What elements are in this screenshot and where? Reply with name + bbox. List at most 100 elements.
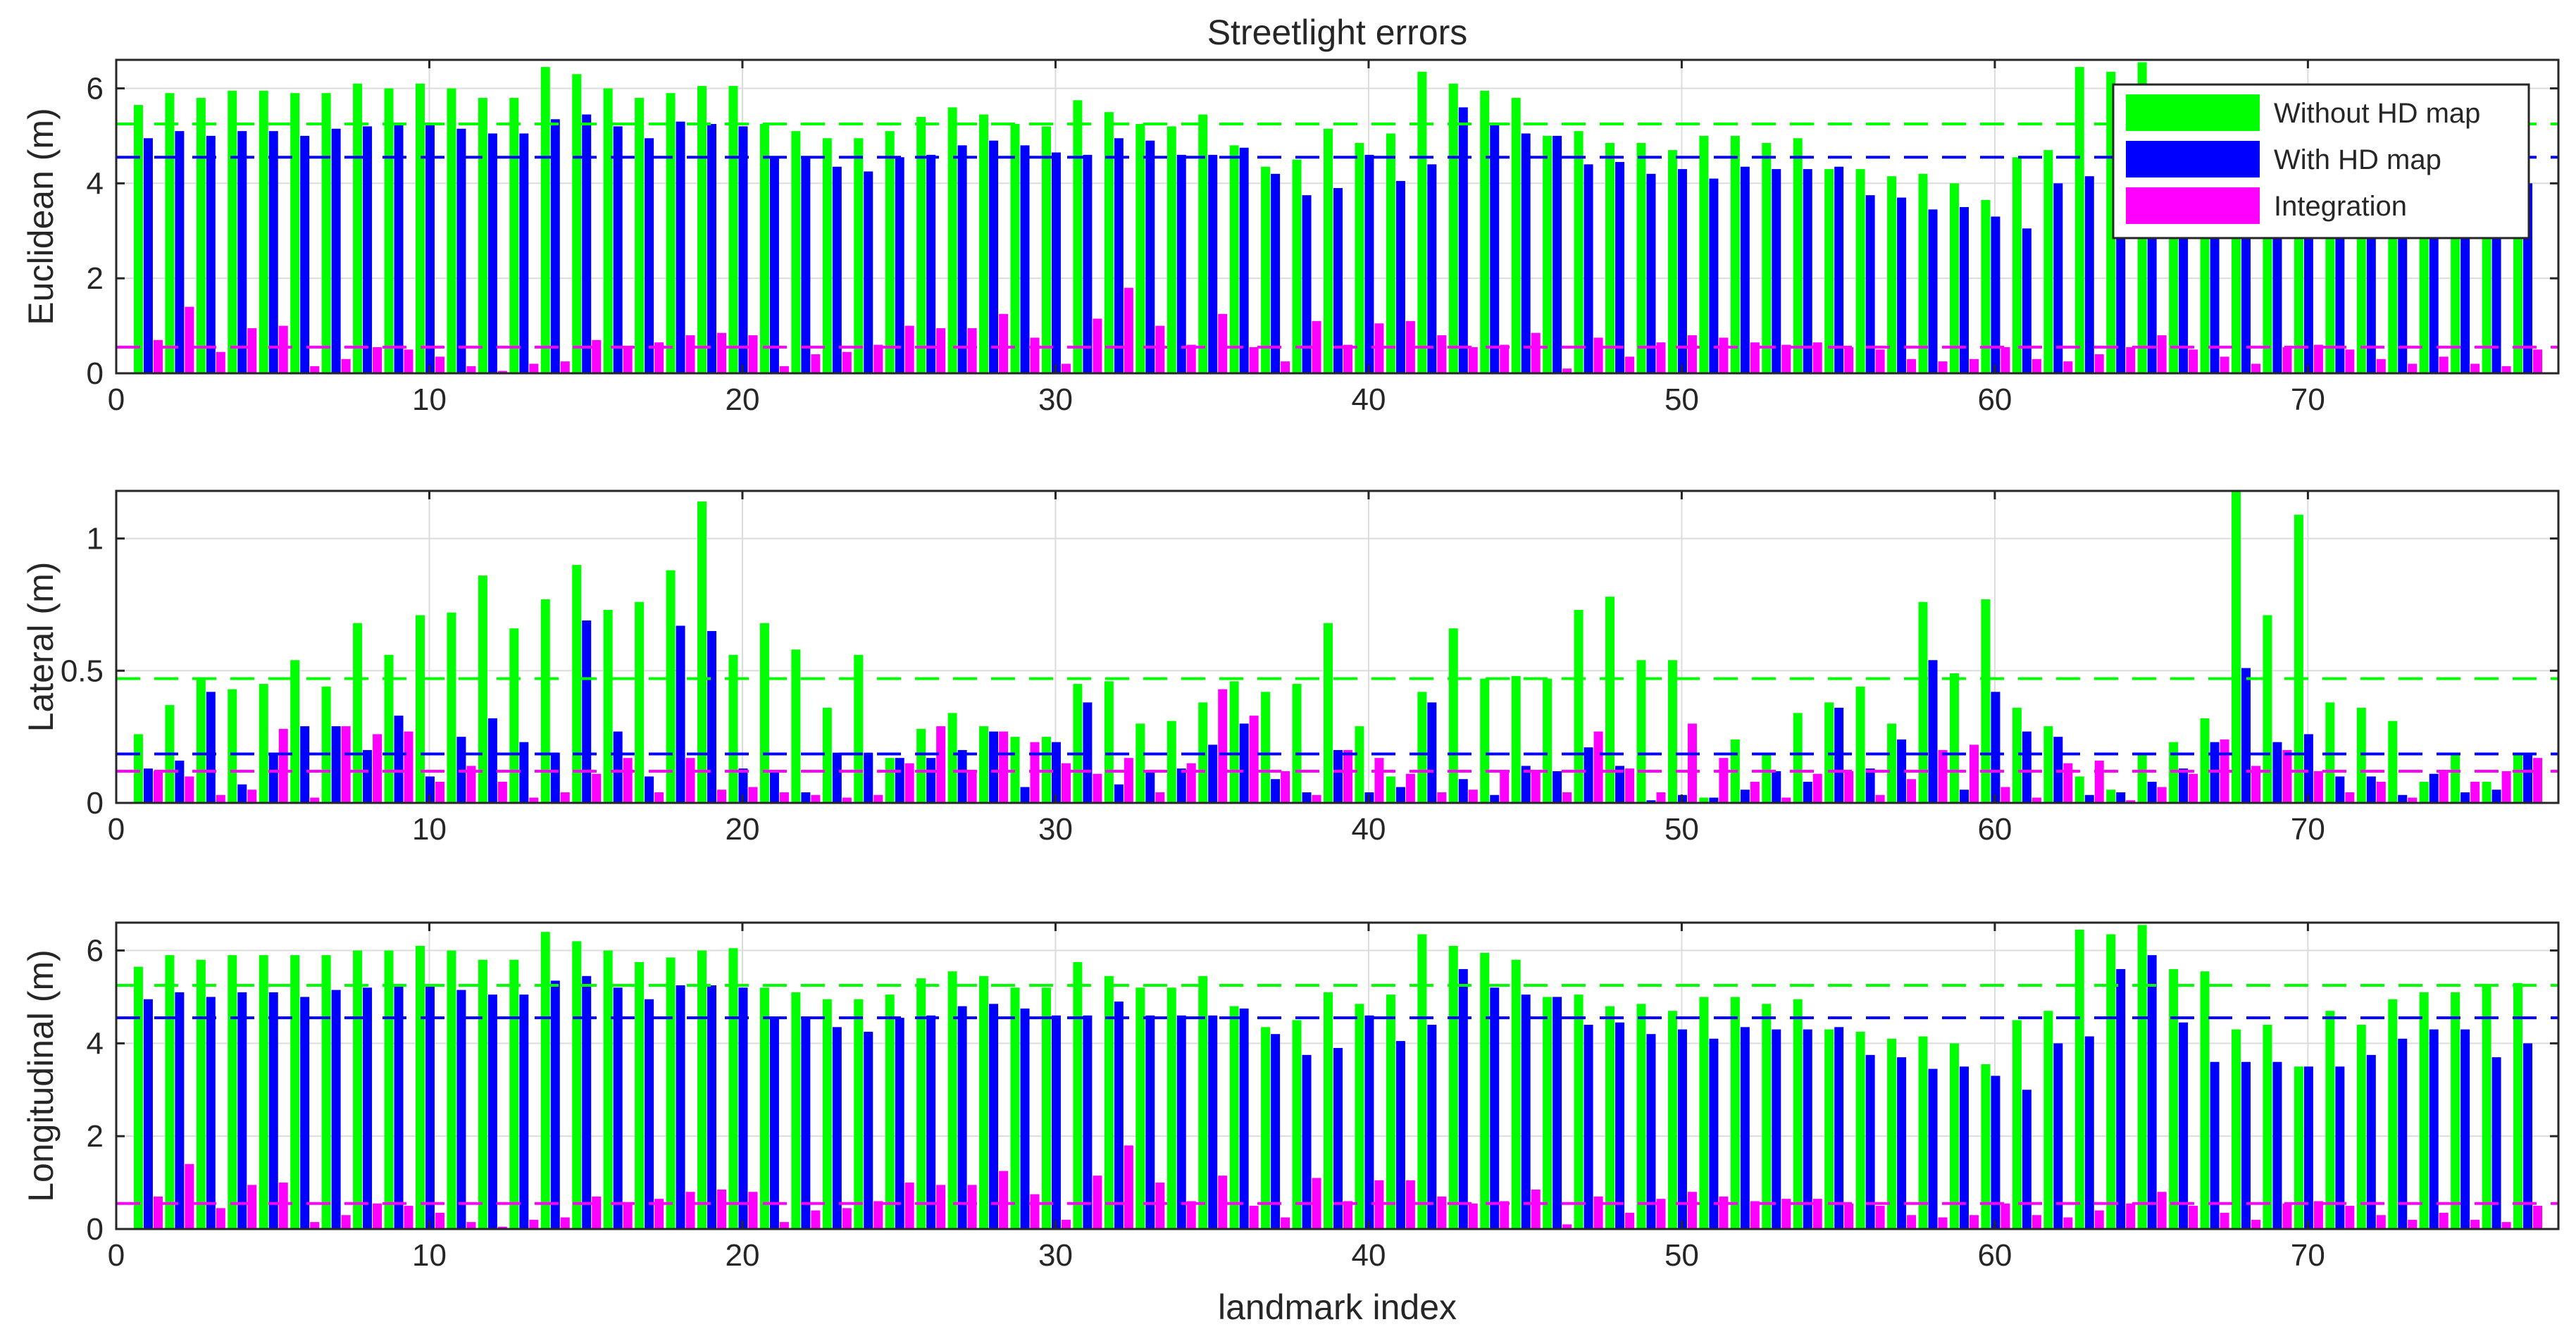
legend-swatch [2126, 94, 2260, 131]
bar [947, 713, 957, 803]
bar [623, 1203, 633, 1229]
bar [779, 792, 789, 803]
bar [2501, 771, 2511, 803]
bar [635, 962, 645, 1229]
bar [1949, 183, 1959, 373]
bar [2460, 792, 2470, 803]
bar [1374, 758, 1384, 803]
x-axis-label: landmark index [1218, 1287, 1457, 1327]
legend-swatch [2126, 141, 2260, 177]
bar [1959, 207, 1969, 373]
bar [1155, 1183, 1165, 1229]
bar [2398, 794, 2408, 803]
bar [1292, 1020, 1302, 1229]
bar [1093, 1175, 1102, 1229]
bar [1772, 771, 1781, 803]
bar [2303, 204, 2313, 373]
bar [1865, 1054, 1875, 1229]
bar [1781, 1199, 1791, 1229]
bar [415, 83, 425, 373]
bar [1364, 1015, 1374, 1229]
bar [341, 358, 351, 373]
bar [1991, 1075, 2001, 1229]
bar [811, 794, 821, 803]
bar [2053, 183, 2063, 373]
bar [237, 131, 247, 374]
bar [1030, 337, 1040, 373]
bar [1208, 154, 1218, 373]
bar [2210, 202, 2220, 373]
bar [2157, 335, 2167, 373]
bar [2335, 207, 2345, 373]
bar [268, 131, 278, 374]
bar [1448, 945, 1458, 1229]
bar [196, 97, 206, 373]
bar [2439, 1212, 2449, 1229]
bar [1521, 766, 1531, 803]
bar [2022, 228, 2031, 373]
y-tick-label: 0 [87, 786, 104, 821]
bar [989, 731, 999, 803]
bar [1166, 126, 1176, 374]
y-tick-label: 6 [87, 934, 104, 968]
bar [2335, 1066, 2345, 1229]
bar [478, 959, 487, 1229]
bar [2157, 787, 2167, 803]
bar [811, 1210, 821, 1229]
bar [1490, 124, 1500, 374]
bar [153, 771, 163, 803]
bar [2303, 734, 2313, 803]
bar [175, 992, 185, 1229]
x-tick-label: 50 [1665, 1238, 1699, 1273]
y-axis-label: Euclidean (m) [21, 108, 61, 325]
bar [2106, 934, 2116, 1229]
bar [1468, 1203, 1478, 1229]
bar [487, 133, 497, 373]
bar [1093, 773, 1102, 803]
x-tick-label: 70 [2291, 1238, 2325, 1273]
bar [1114, 1002, 1124, 1229]
bar [206, 135, 216, 373]
x-tick-label: 60 [1977, 1238, 2012, 1273]
bar [1793, 999, 1803, 1229]
bar [717, 332, 727, 373]
bar [2126, 800, 2136, 803]
bar [1887, 176, 1897, 373]
bar [697, 501, 707, 803]
bar [2022, 731, 2031, 803]
bar [822, 707, 832, 803]
y-tick-label: 4 [87, 166, 104, 201]
bar [2513, 983, 2523, 1229]
bar [1458, 779, 1468, 803]
bar [1186, 1201, 1196, 1229]
bar [1646, 173, 1656, 373]
bar [2179, 768, 2189, 803]
legend: Without HD map With HD map Integration [2112, 83, 2530, 239]
bar [1020, 1008, 1030, 1229]
bar [1750, 781, 1760, 803]
bar [1155, 325, 1165, 373]
bar [1991, 692, 2001, 803]
bar [1677, 1029, 1687, 1229]
bar [529, 797, 539, 803]
bar [1458, 107, 1468, 373]
bar [1740, 166, 1750, 374]
bar [1928, 1068, 1938, 1229]
bar [519, 994, 529, 1229]
bar [1719, 1196, 1729, 1229]
bar [1855, 1031, 1865, 1229]
bar [1124, 1145, 1133, 1229]
bar [1281, 361, 1290, 373]
bar [1865, 195, 1875, 373]
bar [957, 749, 967, 803]
bar [1104, 975, 1114, 1229]
bar [1834, 1027, 1844, 1229]
series-without-hd-map [133, 925, 2523, 1229]
bar [2189, 773, 2198, 803]
axes-box [115, 489, 2560, 804]
bar [904, 325, 914, 373]
y-tick-label: 6 [87, 71, 104, 106]
bar [936, 1185, 946, 1229]
bar [904, 1183, 914, 1229]
bar [717, 790, 727, 803]
